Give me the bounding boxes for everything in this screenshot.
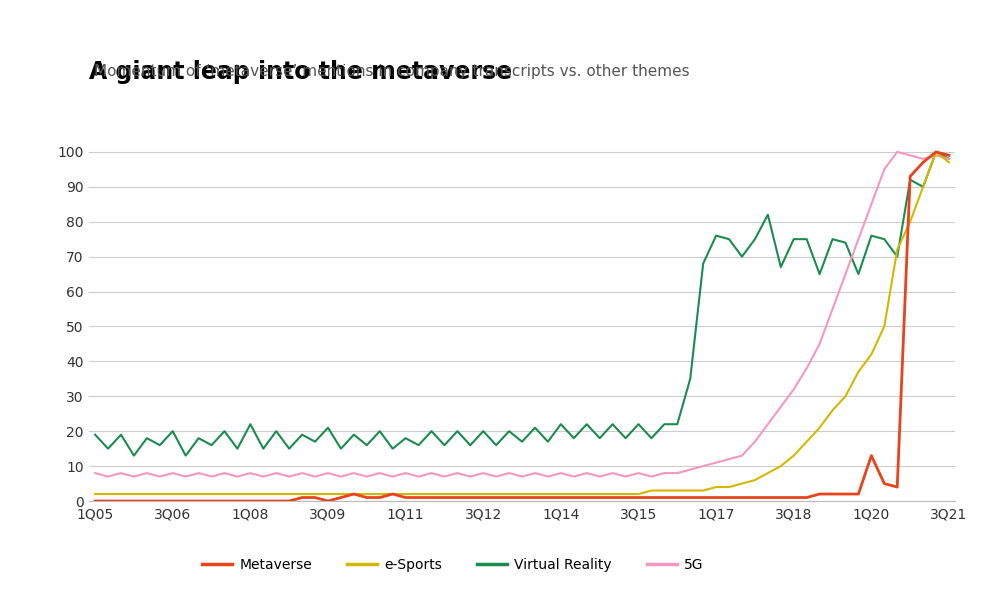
Text: A giant leap into the metaverse: A giant leap into the metaverse: [89, 60, 512, 84]
Legend: Metaverse, e-Sports, Virtual Reality, 5G: Metaverse, e-Sports, Virtual Reality, 5G: [196, 552, 709, 577]
Text: Momentum of ‘metaverse’ mentions in company transcripts vs. other themes: Momentum of ‘metaverse’ mentions in comp…: [94, 64, 690, 79]
